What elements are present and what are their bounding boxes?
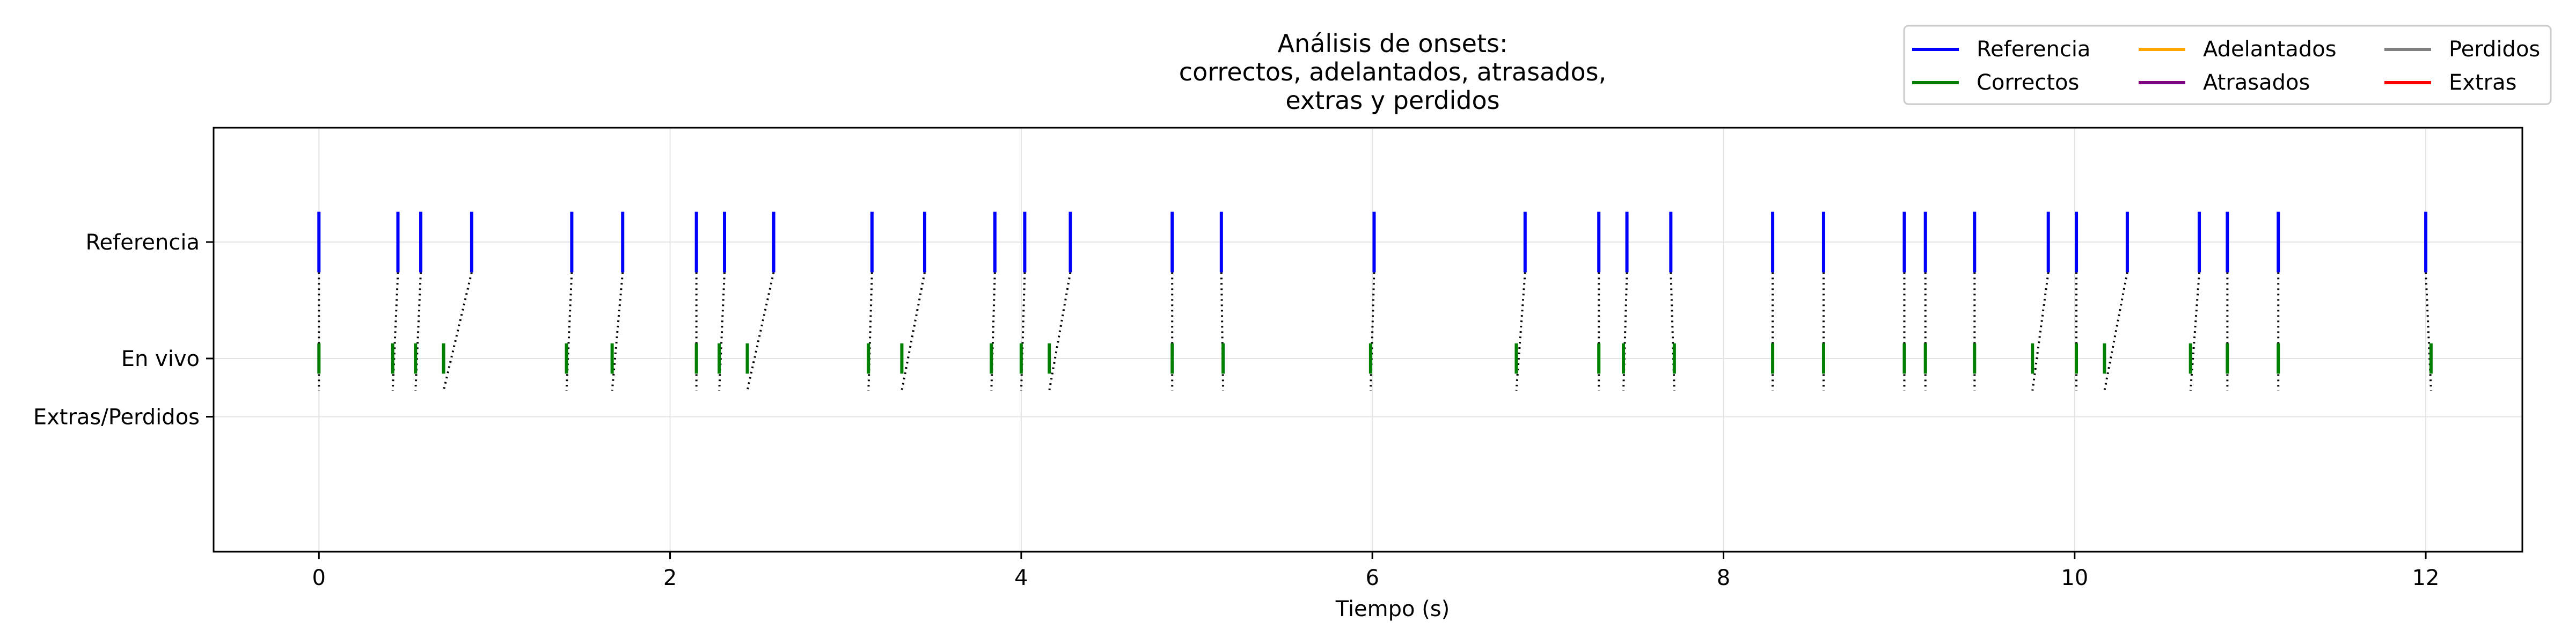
match-connector — [990, 272, 996, 391]
legend-label-referencia: Referencia — [1977, 37, 2090, 62]
match-connector — [746, 272, 775, 391]
match-connector — [1020, 272, 1026, 391]
match-connector — [565, 272, 573, 391]
match-connector — [718, 272, 726, 391]
legend-label-correctos: Correctos — [1977, 70, 2079, 95]
x-tick-label: 4 — [1014, 566, 1028, 590]
match-connector — [611, 272, 624, 391]
match-connector — [1369, 272, 1375, 391]
title-line-3: extras y perdidos — [1285, 86, 1499, 115]
match-connector — [442, 272, 473, 391]
legend-label-extras: Extras — [2449, 70, 2516, 95]
match-connector — [2031, 272, 2050, 391]
match-connector — [1622, 272, 1628, 391]
match-connector — [391, 272, 399, 391]
reference-series — [317, 211, 2428, 273]
legend-frame — [1903, 25, 2552, 105]
match-connector — [1048, 272, 1072, 391]
x-tick-label: 2 — [663, 566, 677, 590]
y-tick-label: Extras/Perdidos — [33, 405, 200, 430]
match-connector — [901, 272, 926, 391]
match-connector — [2425, 272, 2432, 391]
y-axis-ticks: Referencia En vivo Extras/Perdidos — [33, 230, 214, 430]
x-tick-label: 8 — [1717, 566, 1730, 590]
x-tick-label: 0 — [312, 566, 326, 590]
y-tick-label: Referencia — [86, 230, 200, 255]
x-tick-label: 10 — [2061, 566, 2088, 590]
x-axis-label: Tiempo (s) — [1335, 597, 1450, 621]
match-connector — [414, 272, 422, 391]
match-connector — [867, 272, 873, 391]
match-connector — [2189, 272, 2201, 391]
match-connector — [2103, 272, 2128, 391]
correct-series — [317, 343, 2433, 374]
title-line-2: correctos, adelantados, atrasados, — [1179, 57, 1606, 86]
legend-label-atrasados: Atrasados — [2203, 70, 2310, 95]
match-lines — [318, 272, 2432, 391]
x-tick-label: 6 — [1365, 566, 1379, 590]
match-connector — [1670, 272, 1675, 391]
legend-label-adelantados: Adelantados — [2203, 37, 2337, 62]
plot-frame — [213, 127, 2523, 553]
grid — [214, 128, 2522, 552]
match-connector — [1220, 272, 1225, 391]
x-axis-ticks: 0 2 4 6 8 10 12 — [312, 552, 2440, 590]
title-line-1: Análisis de onsets: — [1278, 29, 1508, 58]
legend-label-perdidos: Perdidos — [2449, 37, 2540, 62]
legend: Referencia Correctos Adelantados Atrasad… — [1903, 25, 2552, 105]
chart-title: Análisis de onsets: correctos, adelantad… — [1179, 29, 1606, 115]
match-connector — [1515, 272, 1526, 391]
x-tick-label: 12 — [2412, 566, 2440, 590]
y-tick-label: En vivo — [121, 347, 200, 371]
